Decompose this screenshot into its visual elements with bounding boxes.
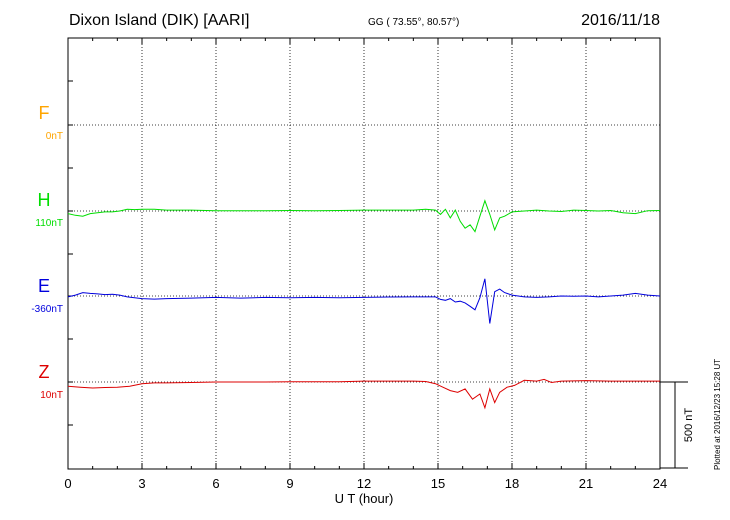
x-axis-label: U T (hour) xyxy=(335,491,394,506)
x-tick-label: 9 xyxy=(286,476,293,491)
station-coordinates: GG ( 73.55°, 80.57°) xyxy=(368,17,460,28)
x-tick-label: 15 xyxy=(431,476,445,491)
x-tick-label: 0 xyxy=(64,476,71,491)
x-tick-label: 3 xyxy=(138,476,145,491)
series-label-h: H xyxy=(38,190,51,210)
series-baseline-h: 110nT xyxy=(35,218,63,229)
x-tick-label: 18 xyxy=(505,476,519,491)
series-label-e: E xyxy=(38,276,50,296)
station-title: Dixon Island (DIK) [AARI] xyxy=(69,12,250,29)
series-label-z: Z xyxy=(39,362,50,382)
x-tick-label: 6 xyxy=(212,476,219,491)
series-line-z xyxy=(67,378,660,410)
series-line-e xyxy=(67,278,661,324)
chart-date: 2016/11/18 xyxy=(581,12,660,29)
x-tick-label: 24 xyxy=(653,476,667,491)
series-baseline-e: -360nT xyxy=(31,304,63,315)
x-tick-label: 12 xyxy=(357,476,371,491)
x-tick-label: 21 xyxy=(579,476,593,491)
series-label-f: F xyxy=(39,103,50,123)
series-baseline-f: 0nT xyxy=(46,131,63,142)
series-line-h xyxy=(67,199,661,233)
scale-bar-label: 500 nT xyxy=(683,408,695,443)
series-baseline-z: 10nT xyxy=(40,390,63,401)
plotted-timestamp: Plotted at 2016/12/23 15:28 UT xyxy=(713,358,722,470)
